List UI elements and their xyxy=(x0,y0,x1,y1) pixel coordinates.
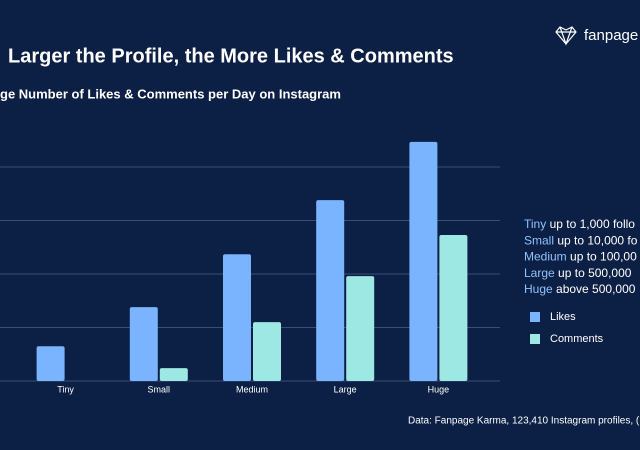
annotation: Huge above 500,000 xyxy=(524,282,636,296)
annotation-text: up to 100,00 xyxy=(570,250,637,264)
legend-label: Comments xyxy=(550,333,604,345)
x-tick-label: Small xyxy=(148,384,171,394)
annotation: Large up to 500,000 xyxy=(524,266,632,280)
chart-subtitle: ge Number of Likes & Comments per Day on… xyxy=(0,86,341,101)
logo xyxy=(555,26,577,46)
x-tick-label: Tiny xyxy=(57,384,74,394)
annotation: Small up to 10,000 fo xyxy=(524,233,638,247)
bar xyxy=(409,141,438,381)
x-tick-label: Medium xyxy=(236,384,268,394)
legend-swatch xyxy=(530,312,540,322)
bar xyxy=(346,276,375,381)
annotation: Medium up to 100,00 xyxy=(524,250,637,264)
source: Data: Fanpage Karma, 123,410 Instagram p… xyxy=(408,416,640,427)
annotation-key: Large xyxy=(524,266,555,280)
bar xyxy=(159,368,188,381)
annotation-key: Tiny xyxy=(524,217,546,231)
bar xyxy=(223,254,251,381)
annotation-key: Huge xyxy=(524,282,553,296)
legend-label: Likes xyxy=(550,311,576,323)
brand: fanpage xyxy=(584,27,638,44)
annotation-text: up to 500,000 xyxy=(558,266,632,280)
annotation: Tiny up to 1,000 follo xyxy=(524,217,635,231)
annotation-text: up to 10,000 fo xyxy=(557,233,637,247)
chart-title: Larger the Profile, the More Likes & Com… xyxy=(8,45,454,67)
bar xyxy=(316,200,345,381)
legend-swatch xyxy=(530,334,540,344)
bar xyxy=(253,322,281,381)
bar xyxy=(129,307,158,381)
annotation-text: up to 1,000 follo xyxy=(550,217,636,231)
annotation-key: Small xyxy=(524,233,554,247)
logo-icon xyxy=(555,26,577,46)
x-tick-label: Large xyxy=(334,384,357,394)
annotation-key: Medium xyxy=(524,250,567,264)
bar xyxy=(36,346,65,381)
bar xyxy=(439,234,468,381)
annotation-text: above 500,000 xyxy=(556,282,636,296)
x-tick-label: Huge xyxy=(428,384,450,394)
